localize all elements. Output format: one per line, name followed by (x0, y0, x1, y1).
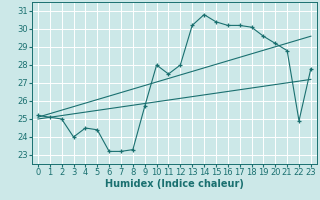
X-axis label: Humidex (Indice chaleur): Humidex (Indice chaleur) (105, 179, 244, 189)
